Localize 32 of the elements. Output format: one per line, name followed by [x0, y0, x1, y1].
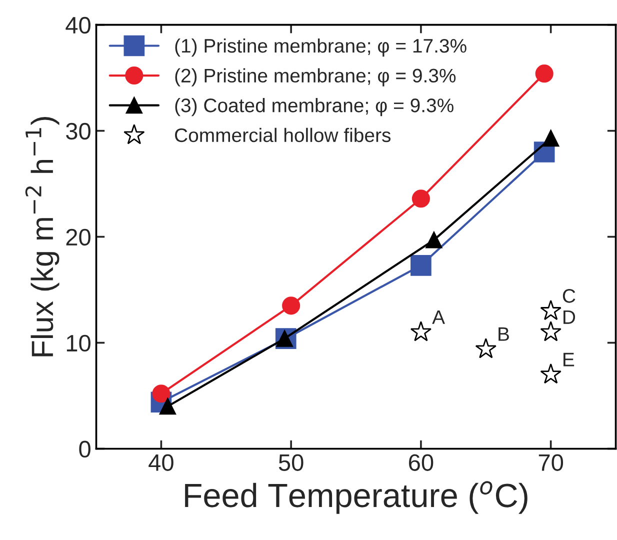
annotation: D — [564, 310, 576, 324]
point — [475, 338, 496, 358]
point — [540, 300, 562, 320]
x-tick-label: 60 — [409, 454, 434, 471]
x-tick-label: 50 — [278, 454, 304, 471]
y-tick-label: 0 — [79, 440, 90, 458]
legend-label: (2) Pristine membrane; φ = 9.3% — [175, 68, 456, 86]
point — [412, 190, 430, 208]
annotation: A — [432, 310, 445, 324]
point — [542, 130, 560, 147]
point — [410, 254, 432, 276]
point — [410, 321, 432, 342]
y-axis-title: Flux (kg m$^{−2}$ h$^{−1}$) — [25, 117, 60, 356]
point — [426, 232, 442, 248]
point — [535, 64, 554, 83]
legend-label: (3) Coated membrane; φ = 9.3% — [175, 98, 454, 116]
x-tick-label: 70 — [538, 454, 564, 471]
point — [540, 321, 562, 342]
x-axis-title: Feed Temperature ($^{o}$C) — [185, 481, 528, 514]
annotation: B — [498, 327, 509, 341]
annotation: C — [562, 289, 576, 303]
point — [282, 296, 300, 315]
y-tick-label: 30 — [66, 122, 90, 140]
y-tick-label: 10 — [66, 334, 90, 352]
point — [540, 363, 562, 384]
y-tick-label: 40 — [66, 16, 90, 34]
legend-label: Commercial hollow fibers — [175, 128, 391, 142]
legend-label: (1) Pristine membrane; φ = 17.3% — [175, 38, 466, 57]
y-tick-label: 20 — [66, 228, 90, 246]
point — [152, 384, 170, 403]
annotation: E — [564, 352, 574, 366]
x-tick-label: 40 — [148, 454, 174, 471]
